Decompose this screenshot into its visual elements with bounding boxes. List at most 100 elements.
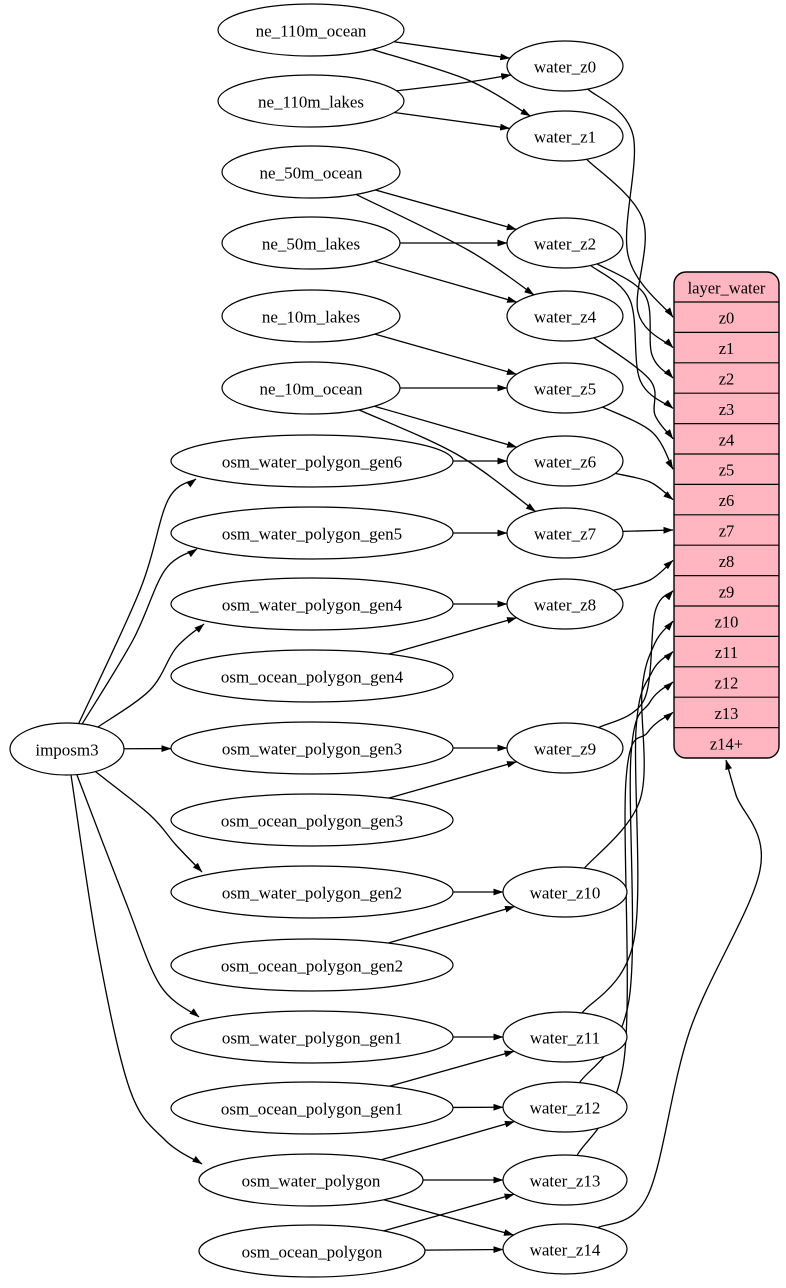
- edge-water_z8-to-z8: [614, 560, 673, 590]
- node-osm_ocean_polygon_gen2: osm_ocean_polygon_gen2: [171, 939, 453, 991]
- table-row-z8-label: z8: [719, 552, 735, 571]
- water_z10-label: water_z10: [530, 884, 601, 903]
- water_z0-label: water_z0: [534, 58, 596, 77]
- layer-water-table-title: layer_water: [688, 279, 766, 298]
- water_z14-label: water_z14: [530, 1241, 601, 1260]
- water_z6-label: water_z6: [534, 453, 596, 472]
- node-water_z14: water_z14: [503, 1224, 627, 1274]
- node-water_z1: water_z1: [507, 111, 623, 161]
- edge-osm_ocean_polygon_gen2-to-water_z10: [388, 907, 515, 944]
- ne_110m_ocean-label: ne_110m_ocean: [256, 22, 367, 41]
- table-row-z2-label: z2: [719, 370, 735, 389]
- edge-ne_50m_ocean-to-water_z2: [375, 190, 516, 229]
- edge-ne_110m_lakes-to-water_z1: [394, 112, 509, 128]
- layer-water-table: layer_water z0 z1 z2 z3 z4 z5 z6 z7 z8 z9 z10 z11 z12…: [674, 272, 779, 758]
- table-row-z2: z2: [719, 370, 735, 389]
- osm_water_polygon_gen2-label: osm_water_polygon_gen2: [222, 884, 402, 903]
- node-water_z13: water_z13: [503, 1155, 627, 1205]
- ne_110m_lakes-label: ne_110m_lakes: [258, 93, 364, 112]
- osm_water_polygon_gen5-label: osm_water_polygon_gen5: [222, 525, 402, 544]
- node-osm_ocean_polygon_gen4: osm_ocean_polygon_gen4: [171, 650, 453, 702]
- table-row-z5-label: z5: [719, 461, 735, 480]
- ne_50m_ocean-label: ne_50m_ocean: [260, 164, 363, 183]
- table-row-z4: z4: [719, 430, 735, 449]
- table-row-z1: z1: [719, 339, 735, 358]
- ne_10m_ocean-label: ne_10m_ocean: [260, 380, 363, 399]
- node-water_z8: water_z8: [507, 579, 623, 629]
- node-ne_50m_lakes: ne_50m_lakes: [222, 217, 400, 269]
- nodes-layer: imposm3 ne_110m_ocean ne_110m_lakes ne_50m_…: [10, 4, 627, 1277]
- water_z11-label: water_z11: [530, 1029, 600, 1048]
- node-water_z10: water_z10: [503, 867, 627, 917]
- node-ne_10m_ocean: ne_10m_ocean: [222, 362, 400, 414]
- edge-ne_10m_lakes-to-water_z5: [375, 334, 517, 374]
- osm_water_polygon_gen1-label: osm_water_polygon_gen1: [222, 1029, 402, 1048]
- node-water_z4: water_z4: [507, 291, 623, 341]
- node-ne_110m_lakes: ne_110m_lakes: [218, 75, 404, 127]
- node-water_z11: water_z11: [503, 1012, 627, 1062]
- node-osm_ocean_polygon: osm_ocean_polygon: [199, 1225, 425, 1277]
- osm_ocean_polygon_gen3-label: osm_ocean_polygon_gen3: [221, 812, 403, 831]
- table-row-z13: z13: [715, 704, 739, 723]
- table-row-z6-label: z6: [719, 491, 735, 510]
- table-row-z11-label: z11: [715, 643, 738, 662]
- node-ne_110m_ocean: ne_110m_ocean: [218, 4, 404, 56]
- water_z12-label: water_z12: [530, 1099, 601, 1118]
- node-osm_water_polygon_gen4: osm_water_polygon_gen4: [171, 578, 453, 630]
- edge-ne_110m_lakes-to-water_z0: [397, 75, 511, 91]
- edge-water_z7-to-z7: [623, 530, 673, 531]
- edge-osm_water_polygon-to-water_z14: [384, 1200, 514, 1235]
- table-row-z12: z12: [715, 674, 739, 693]
- osm_ocean_polygon_gen4-label: osm_ocean_polygon_gen4: [221, 668, 404, 687]
- water_z13-label: water_z13: [530, 1172, 601, 1191]
- edge-water_z6-to-z6: [615, 473, 673, 499]
- osm_water_polygon_gen6-label: osm_water_polygon_gen6: [222, 453, 402, 472]
- edge-osm_ocean_polygon-to-water_z13: [384, 1194, 514, 1231]
- osm_water_polygon_gen4-label: osm_water_polygon_gen4: [222, 596, 403, 615]
- node-osm_ocean_polygon_gen3: osm_ocean_polygon_gen3: [171, 794, 453, 846]
- node-water_z12: water_z12: [503, 1082, 627, 1132]
- table-row-z7: z7: [719, 522, 735, 541]
- edge-ne_110m_ocean-to-water_z0: [394, 42, 510, 58]
- table-row-z10: z10: [715, 613, 739, 632]
- water_z1-label: water_z1: [534, 128, 596, 147]
- edge-imposm3-to-osm_water_polygon_gen5: [82, 549, 197, 724]
- osm_ocean_polygon-label: osm_ocean_polygon: [242, 1243, 383, 1262]
- table-row-z8: z8: [719, 552, 735, 571]
- table-row-z0: z0: [719, 309, 735, 328]
- node-water_z2: water_z2: [507, 218, 623, 268]
- edges-layer: [71, 42, 761, 1250]
- table-row-z10-label: z10: [715, 613, 739, 632]
- table-row-z9: z9: [719, 582, 735, 601]
- node-ne_10m_lakes: ne_10m_lakes: [222, 290, 400, 342]
- table-row-z5: z5: [719, 461, 735, 480]
- node-imposm3: imposm3: [10, 723, 124, 775]
- water_z5-label: water_z5: [534, 380, 596, 399]
- node-water_z6: water_z6: [507, 436, 623, 486]
- node-ne_50m_ocean: ne_50m_ocean: [222, 146, 400, 198]
- node-water_z9: water_z9: [507, 723, 623, 773]
- osm_ocean_polygon_gen2-label: osm_ocean_polygon_gen2: [221, 957, 403, 976]
- table-row-z1-label: z1: [719, 339, 735, 358]
- table-row-z13-label: z13: [715, 704, 739, 723]
- ne_10m_lakes-label: ne_10m_lakes: [262, 308, 360, 327]
- ne_50m_lakes-label: ne_50m_lakes: [262, 235, 360, 254]
- node-osm_water_polygon_gen3: osm_water_polygon_gen3: [171, 722, 453, 774]
- table-row-z3: z3: [719, 400, 735, 419]
- node-osm_water_polygon_gen2: osm_water_polygon_gen2: [171, 866, 453, 918]
- water_z2-label: water_z2: [534, 235, 596, 254]
- node-osm_water_polygon_gen1: osm_water_polygon_gen1: [171, 1011, 453, 1063]
- table-row-z14+-label: z14+: [710, 734, 743, 753]
- imposm3-label: imposm3: [35, 741, 98, 760]
- water_z8-label: water_z8: [534, 596, 596, 615]
- node-water_z7: water_z7: [507, 508, 623, 558]
- node-water_z0: water_z0: [507, 41, 623, 91]
- osm_ocean_polygon_gen1-label: osm_ocean_polygon_gen1: [221, 1100, 403, 1119]
- table-row-z11: z11: [715, 643, 738, 662]
- table-row-z7-label: z7: [719, 522, 735, 541]
- edge-osm_ocean_polygon-to-water_z14: [425, 1249, 503, 1250]
- node-osm_water_polygon_gen5: osm_water_polygon_gen5: [171, 507, 453, 559]
- node-water_z5: water_z5: [507, 363, 623, 413]
